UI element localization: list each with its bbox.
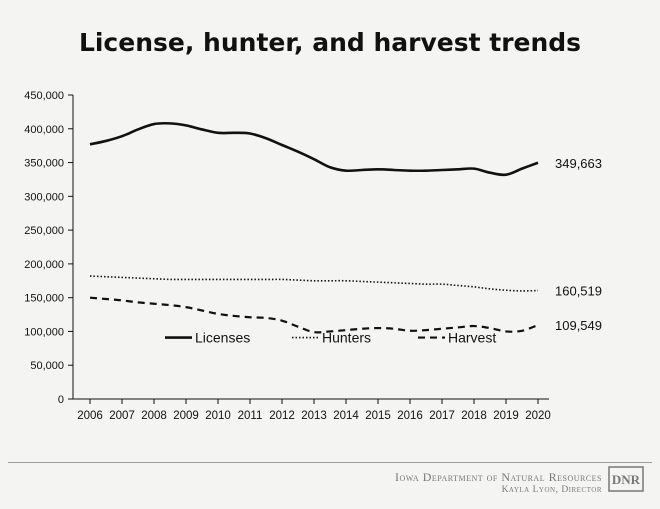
y-tick-label: 100,000 <box>24 326 64 338</box>
series-line-licenses <box>89 121 539 177</box>
x-tick-label: 2007 <box>109 410 135 422</box>
x-tick-label: 2006 <box>77 410 103 422</box>
chart-title: License, hunter, and harvest trends <box>78 28 582 57</box>
footer-director: Kayla Lyon, Director <box>501 485 602 495</box>
footer-org-name: Iowa Department of Natural Resources <box>394 470 602 484</box>
x-tick-label: 2019 <box>493 410 519 422</box>
end-label-licenses: 349,663 <box>555 156 602 171</box>
x-tick-label: 2015 <box>365 410 391 422</box>
x-tick-label: 2008 <box>141 410 167 422</box>
y-tick-label: 150,000 <box>24 293 64 305</box>
x-tick-label: 2016 <box>397 410 423 422</box>
y-tick-label: 200,000 <box>24 259 64 271</box>
y-tick-label: 400,000 <box>24 124 64 136</box>
x-tick-label: 2011 <box>238 410 263 422</box>
x-tick-label: 2020 <box>525 410 551 422</box>
y-tick-label: 450,000 <box>24 90 64 102</box>
x-tick-label: 2014 <box>333 410 359 422</box>
y-tick-label: 350,000 <box>24 158 64 170</box>
x-tick-label: 2010 <box>205 410 231 422</box>
x-tick-label: 2012 <box>269 410 295 422</box>
chart: 0 50,000 100,000 150,000 200,000 250,000 300,0… <box>24 90 602 422</box>
dnr-logo-text: DNR <box>612 472 641 487</box>
x-tick-label: 2018 <box>461 410 487 422</box>
legend-label-licenses: Licenses <box>195 330 250 346</box>
y-tick-label: 300,000 <box>24 191 64 203</box>
x-tick-label: 2017 <box>429 410 455 422</box>
footer-divider <box>8 462 652 463</box>
end-label-hunters: 160,519 <box>555 284 602 299</box>
dnr-logo-icon: DNR <box>608 466 644 492</box>
series-line-hunters <box>89 275 539 292</box>
legend-label-harvest: Harvest <box>448 330 496 346</box>
x-tick-label: 2009 <box>173 410 199 422</box>
series-line-harvest <box>89 296 539 334</box>
end-label-harvest: 109,549 <box>555 318 602 333</box>
y-tick-label: 0 <box>58 394 64 406</box>
y-tick-label: 50,000 <box>30 360 64 372</box>
y-tick-label: 250,000 <box>24 225 64 237</box>
x-tick-label: 2013 <box>301 410 327 422</box>
legend-label-hunters: Hunters <box>322 330 371 346</box>
